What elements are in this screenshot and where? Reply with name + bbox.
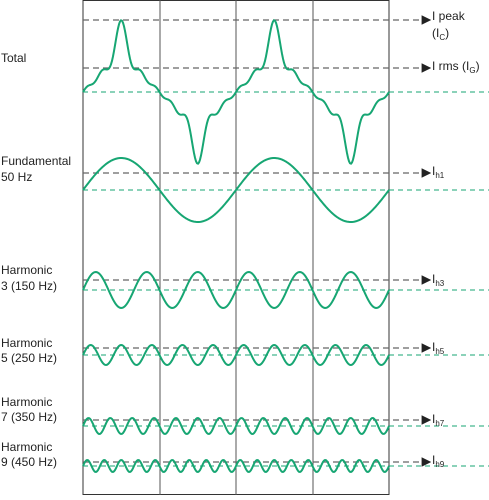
reference-label: Ih7 [432,412,445,428]
harmonic-wave [82,458,390,474]
reference-label: I peak [432,9,466,23]
label-part: I [432,340,435,354]
label-part: G [469,66,475,75]
harmonic-wave [82,271,390,309]
row-label: Total [1,51,26,65]
label-part: I [432,164,435,178]
row-label: Fundamental [1,154,71,168]
row-label: 7 (350 Hz) [1,410,57,424]
reference-label: (IC) [432,26,449,42]
label-part: I rms (I [432,59,469,73]
reference-label: Ih5 [432,340,445,356]
fundamental-wave [82,156,390,224]
label-part: h9 [435,460,444,469]
row-label: 3 (150 Hz) [1,279,57,293]
label-part: C [439,33,445,42]
label-part: I [432,412,435,426]
label-part: h1 [435,171,444,180]
row-label: Harmonic [1,336,52,350]
row-label: Harmonic [1,263,52,277]
label-part: ) [445,26,449,40]
row-label: 50 Hz [1,170,32,184]
harmonic-wave [82,343,390,367]
label-part: h3 [435,279,444,288]
total-wave [82,19,390,165]
reference-label: Ih3 [432,272,445,288]
label-part: I [432,272,435,286]
harmonic-wave [82,416,390,436]
label-part: I peak [432,9,466,23]
row-label: Harmonic [1,440,52,454]
reference-label: Ih1 [432,164,445,180]
label-part: h5 [435,347,444,356]
row-label: Harmonic [1,395,52,409]
label-part: I [432,453,435,467]
reference-label: Ih9 [432,453,445,469]
row-label: 9 (450 Hz) [1,455,57,469]
label-part: ) [476,59,480,73]
label-part: (I [432,26,439,40]
label-part: h7 [435,419,444,428]
reference-label: I rms (IG) [432,59,480,75]
row-label: 5 (250 Hz) [1,351,57,365]
